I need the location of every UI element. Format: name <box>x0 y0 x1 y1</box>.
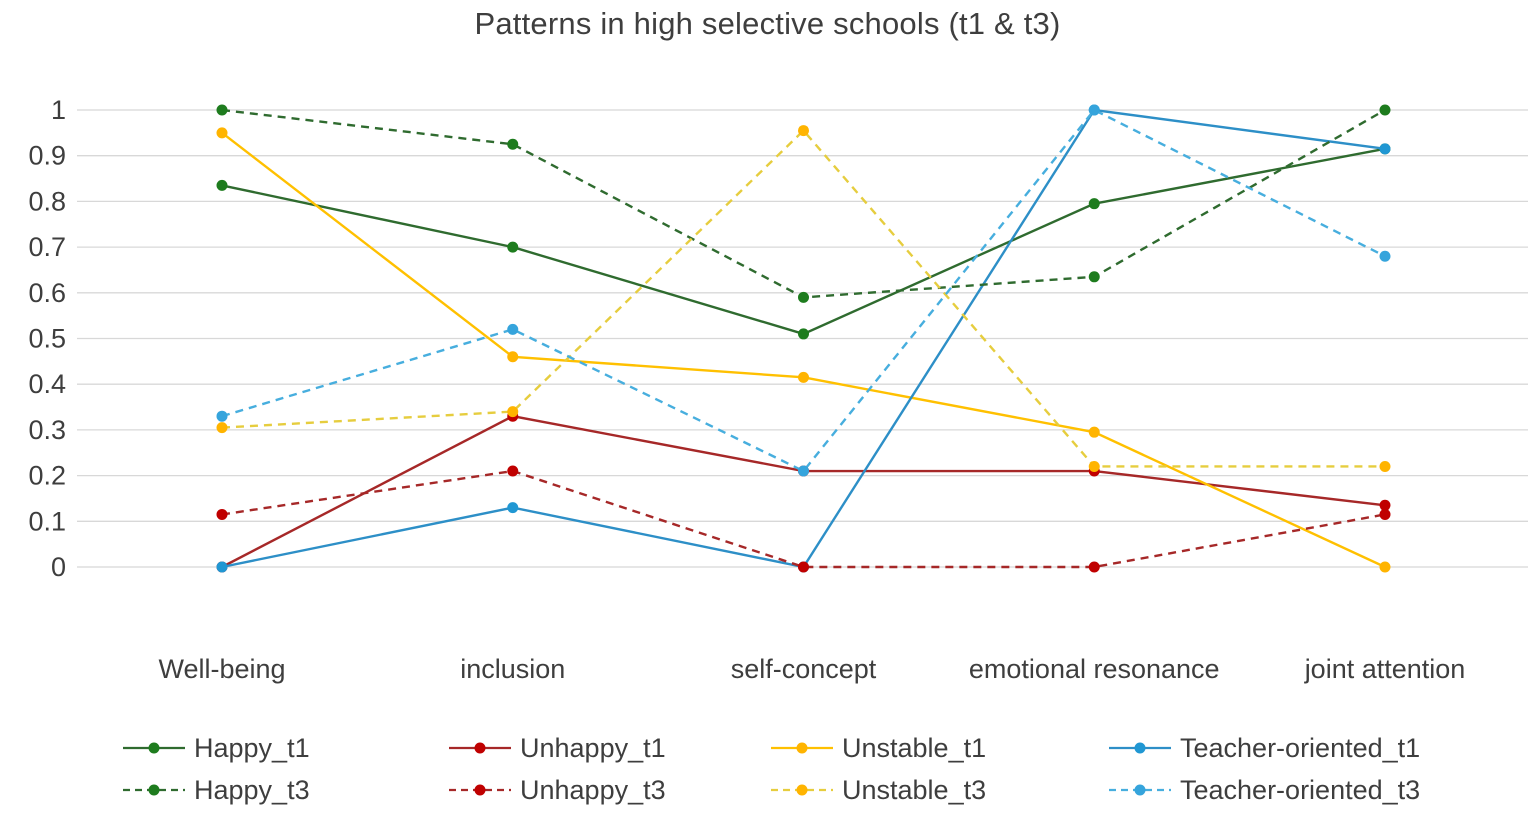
y-tick-label: 0.2 <box>28 461 66 491</box>
series-marker-teacher-oriented-t3 <box>216 410 228 422</box>
series-marker-happy-t1 <box>507 241 519 253</box>
y-tick-label: 0.5 <box>28 324 66 354</box>
legend-marker-icon <box>123 742 185 754</box>
legend-item-unstable-t1: Unstable_t1 <box>770 733 986 763</box>
series-marker-teacher-oriented-t1 <box>216 561 228 573</box>
series-marker-happy-t3 <box>216 104 228 116</box>
legend-marker-icon <box>449 784 511 796</box>
legend-marker-icon <box>449 742 511 754</box>
series-marker-unstable-t1 <box>216 127 228 139</box>
y-tick-label: 1 <box>51 95 66 125</box>
series-line-unstable-t1 <box>221 131 1386 569</box>
series-marker-unstable-t1 <box>507 351 519 363</box>
y-tick-label: 0 <box>51 552 66 582</box>
series-line-unhappy-t1 <box>221 414 1386 569</box>
legend-label: Happy_t1 <box>194 732 310 763</box>
y-tick-label: 0.3 <box>28 415 66 445</box>
series-marker-happy-t1 <box>798 328 809 340</box>
series-marker-unstable-t3 <box>1379 460 1391 472</box>
series-marker-teacher-oriented-t1 <box>1379 143 1391 155</box>
series-line-teacher-oriented-t3 <box>221 108 1386 473</box>
series-marker-unhappy-t3 <box>1379 508 1391 520</box>
series-marker-happy-t3 <box>507 138 519 150</box>
legend-item-teacher-oriented-t1: Teacher-oriented_t1 <box>1108 733 1420 763</box>
legend-item-happy-t1: Happy_t1 <box>122 733 310 763</box>
legend-item-happy-t3: Happy_t3 <box>122 775 310 805</box>
series-marker-happy-t3 <box>1379 104 1391 116</box>
legend-marker-icon <box>123 784 185 796</box>
series-marker-teacher-oriented-t1 <box>507 502 519 514</box>
series-marker-unhappy-t3 <box>798 561 809 573</box>
legend-marker-icon <box>771 742 833 754</box>
y-tick-label: 0.9 <box>28 141 66 171</box>
legend-label: Teacher-oriented_t3 <box>1180 774 1421 805</box>
legend-label: Unstable_t1 <box>842 732 987 763</box>
chart-canvas: 1 0.9 0.8 0.7 0.6 0.5 0.4 0.3 0.2 0.1 0 Well-being i… <box>28 95 1528 684</box>
series-line-happy-t3 <box>221 108 1386 299</box>
legend-marker-icon <box>1109 784 1171 796</box>
series-marker-unstable-t1 <box>798 371 809 383</box>
y-tick-label: 0.6 <box>28 278 66 308</box>
y-tick-label: 0.1 <box>28 506 66 536</box>
series-marker-unhappy-t1 <box>1379 499 1391 511</box>
legend-label: Unhappy_t1 <box>520 732 666 763</box>
series-marker-teacher-oriented-t3 <box>1379 250 1391 262</box>
series-marker-happy-t1 <box>1088 198 1100 210</box>
series-marker-unstable-t1 <box>1088 426 1100 438</box>
series-marker-happy-t3 <box>1088 271 1100 283</box>
x-category-label: self-concept <box>731 654 877 684</box>
x-category-label: joint attention <box>1304 654 1466 684</box>
series-marker-unhappy-t3 <box>216 508 228 520</box>
legend-marker-icon <box>1109 742 1171 754</box>
legend-label: Happy_t3 <box>194 774 310 805</box>
x-category-label: emotional resonance <box>969 654 1220 684</box>
y-tick-label: 0.7 <box>28 232 66 262</box>
legend-item-unhappy-t1: Unhappy_t1 <box>448 733 666 763</box>
y-tick-label: 0.8 <box>28 186 66 216</box>
series-marker-unhappy-t3 <box>1088 561 1100 573</box>
legend-label: Unstable_t3 <box>842 774 987 805</box>
chart-title: Patterns in high selective schools (t1 &… <box>474 6 1061 41</box>
series-marker-unhappy-t3 <box>507 465 519 477</box>
series-marker-teacher-oriented-t3 <box>798 465 809 477</box>
series-marker-unstable-t3 <box>1088 460 1100 472</box>
series-marker-unstable-t3 <box>507 406 519 418</box>
legend-marker-icon <box>771 784 833 796</box>
series-line-unstable-t3 <box>221 128 1385 468</box>
series-line-happy-t1 <box>221 147 1386 336</box>
x-category-label: inclusion <box>460 654 565 684</box>
legend-item-teacher-oriented-t3: Teacher-oriented_t3 <box>1108 775 1420 805</box>
series-marker-unstable-t3 <box>216 422 228 434</box>
legend-label: Teacher-oriented_t1 <box>1180 732 1421 763</box>
legend-item-unstable-t3: Unstable_t3 <box>770 775 986 805</box>
series-marker-teacher-oriented-t3 <box>507 323 519 335</box>
series-marker-unstable-t3 <box>798 125 809 137</box>
series-marker-happy-t1 <box>216 179 228 191</box>
series-marker-unstable-t1 <box>1379 561 1391 573</box>
y-tick-label: 0.4 <box>28 369 66 399</box>
legend-label: Unhappy_t3 <box>520 774 666 805</box>
x-category-label: Well-being <box>158 654 285 684</box>
series-marker-happy-t3 <box>798 291 809 303</box>
series-marker-teacher-oriented-t3 <box>1088 104 1100 116</box>
legend-item-unhappy-t3: Unhappy_t3 <box>448 775 666 805</box>
